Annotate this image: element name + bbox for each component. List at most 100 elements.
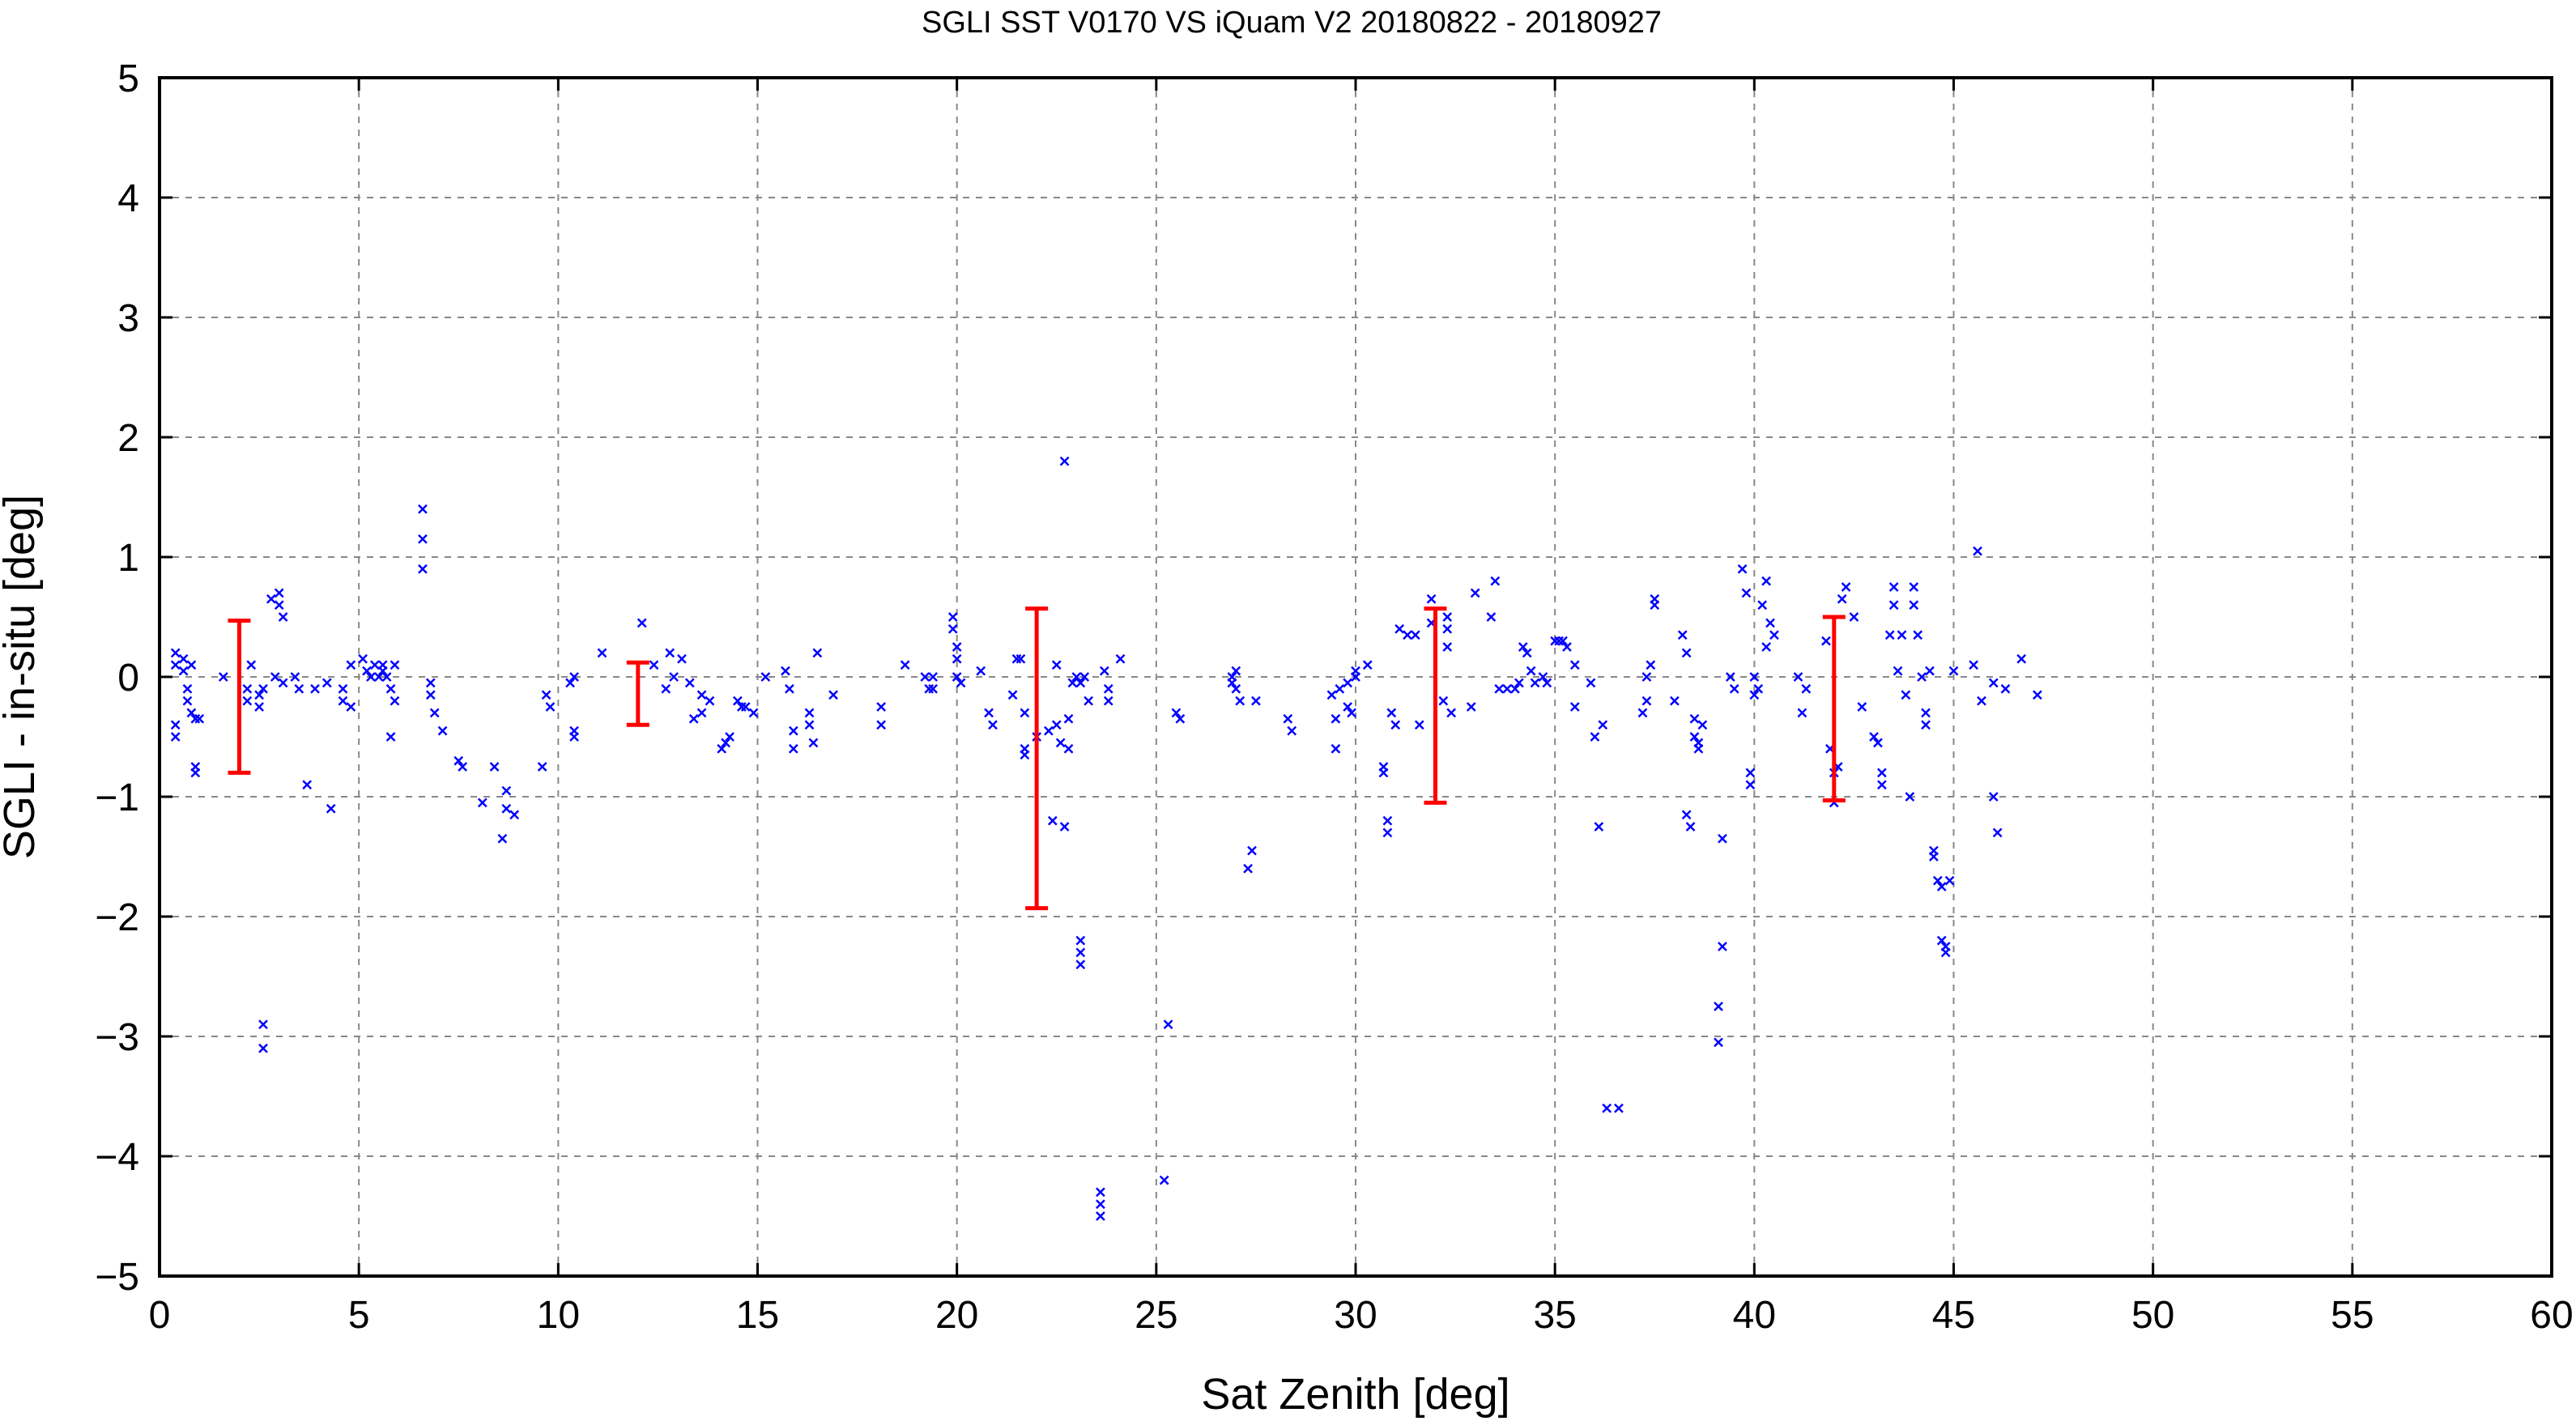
data-point [453,755,464,766]
data-point [1096,1199,1105,1210]
data-point [947,612,958,622]
data-point [437,725,448,736]
data-point [1103,696,1113,706]
data-point [1769,630,1779,640]
data-point [1913,630,1923,640]
x-tick-label: 20 [935,1294,978,1337]
data-point [1749,690,1760,700]
data-point [2000,683,2011,694]
data-point [1697,720,1708,730]
data-point [1714,1002,1723,1011]
data-point [178,653,189,664]
x-tick-label: 50 [2131,1294,2174,1337]
data-point [254,690,264,700]
data-point [1059,822,1070,832]
data-point [1841,582,1851,592]
data-point [1518,642,1528,652]
x-tick-label: 55 [2331,1294,2374,1337]
x-tick-label: 35 [1533,1294,1576,1337]
data-point [976,666,986,676]
data-point [1793,672,1803,682]
data-point [649,660,659,670]
data-point [274,588,284,598]
scatter-points [170,456,2042,1221]
data-point [1569,660,1580,670]
data-point [1749,672,1760,682]
data-point [477,798,488,808]
data-point [1071,672,1082,682]
x-tick-label: 25 [1135,1294,1177,1337]
data-point [1598,720,1608,730]
data-point [1725,672,1735,682]
data-point [1382,815,1393,826]
data-point [1988,792,1999,802]
data-point [952,672,962,682]
data-point [1335,683,1345,694]
data-point [1562,642,1572,652]
data-point [218,672,228,682]
data-point [1586,678,1596,688]
y-tick-label: 3 [117,297,139,340]
data-point [537,762,547,772]
data-point [338,683,348,694]
data-point [489,762,500,772]
y-tick-label: −2 [95,896,139,939]
data-point [1175,713,1186,724]
data-point [1714,1037,1723,1048]
data-point [545,702,556,712]
data-point [1637,708,1648,718]
data-point [876,720,887,730]
data-point [390,660,400,670]
data-point [1331,743,1341,754]
data-point [705,696,715,706]
data-point [501,803,512,814]
data-point [1020,750,1030,760]
data-point [381,672,392,682]
data-point [1526,666,1536,676]
data-point [418,504,428,514]
x-tick-label: 10 [537,1294,580,1337]
data-point [242,696,253,706]
data-point [1438,696,1449,706]
data-point [1873,738,1883,748]
chart-title: SGLI SST V0170 VS iQuam V2 20180822 - 20… [922,6,1662,40]
x-tick-label: 0 [149,1294,171,1337]
data-point [366,672,376,682]
data-point [1849,612,1859,622]
data-point [1988,678,1999,688]
data-point [278,678,288,688]
data-point [1331,713,1341,724]
data-point [182,696,193,706]
data-point [1921,720,1931,730]
data-point [748,708,759,718]
data-point [1442,612,1453,622]
data-point [1641,696,1652,706]
data-point [1386,708,1397,718]
data-point [194,713,205,724]
data-point [984,708,994,718]
data-point [1510,683,1520,694]
data-point [732,696,743,706]
data-point [1047,815,1058,826]
data-point [358,653,368,664]
y-tick-label: 4 [117,177,139,220]
data-point [1969,660,1979,670]
y-tick-label: −4 [95,1136,139,1179]
data-point [1542,678,1552,688]
data-point [1569,702,1580,712]
data-point [1614,1103,1624,1113]
data-point [565,678,575,688]
data-point [1681,648,1692,658]
data-point [1876,780,1887,790]
data-point [362,666,372,676]
data-point [1757,600,1768,611]
data-point [717,743,727,754]
data-point [1857,702,1867,712]
data-point [425,678,436,688]
data-point [1821,636,1831,646]
data-point [1925,666,1935,676]
data-point [1494,683,1505,694]
data-point [497,833,508,844]
data-point [1015,653,1026,664]
error-bar [1822,615,1846,802]
